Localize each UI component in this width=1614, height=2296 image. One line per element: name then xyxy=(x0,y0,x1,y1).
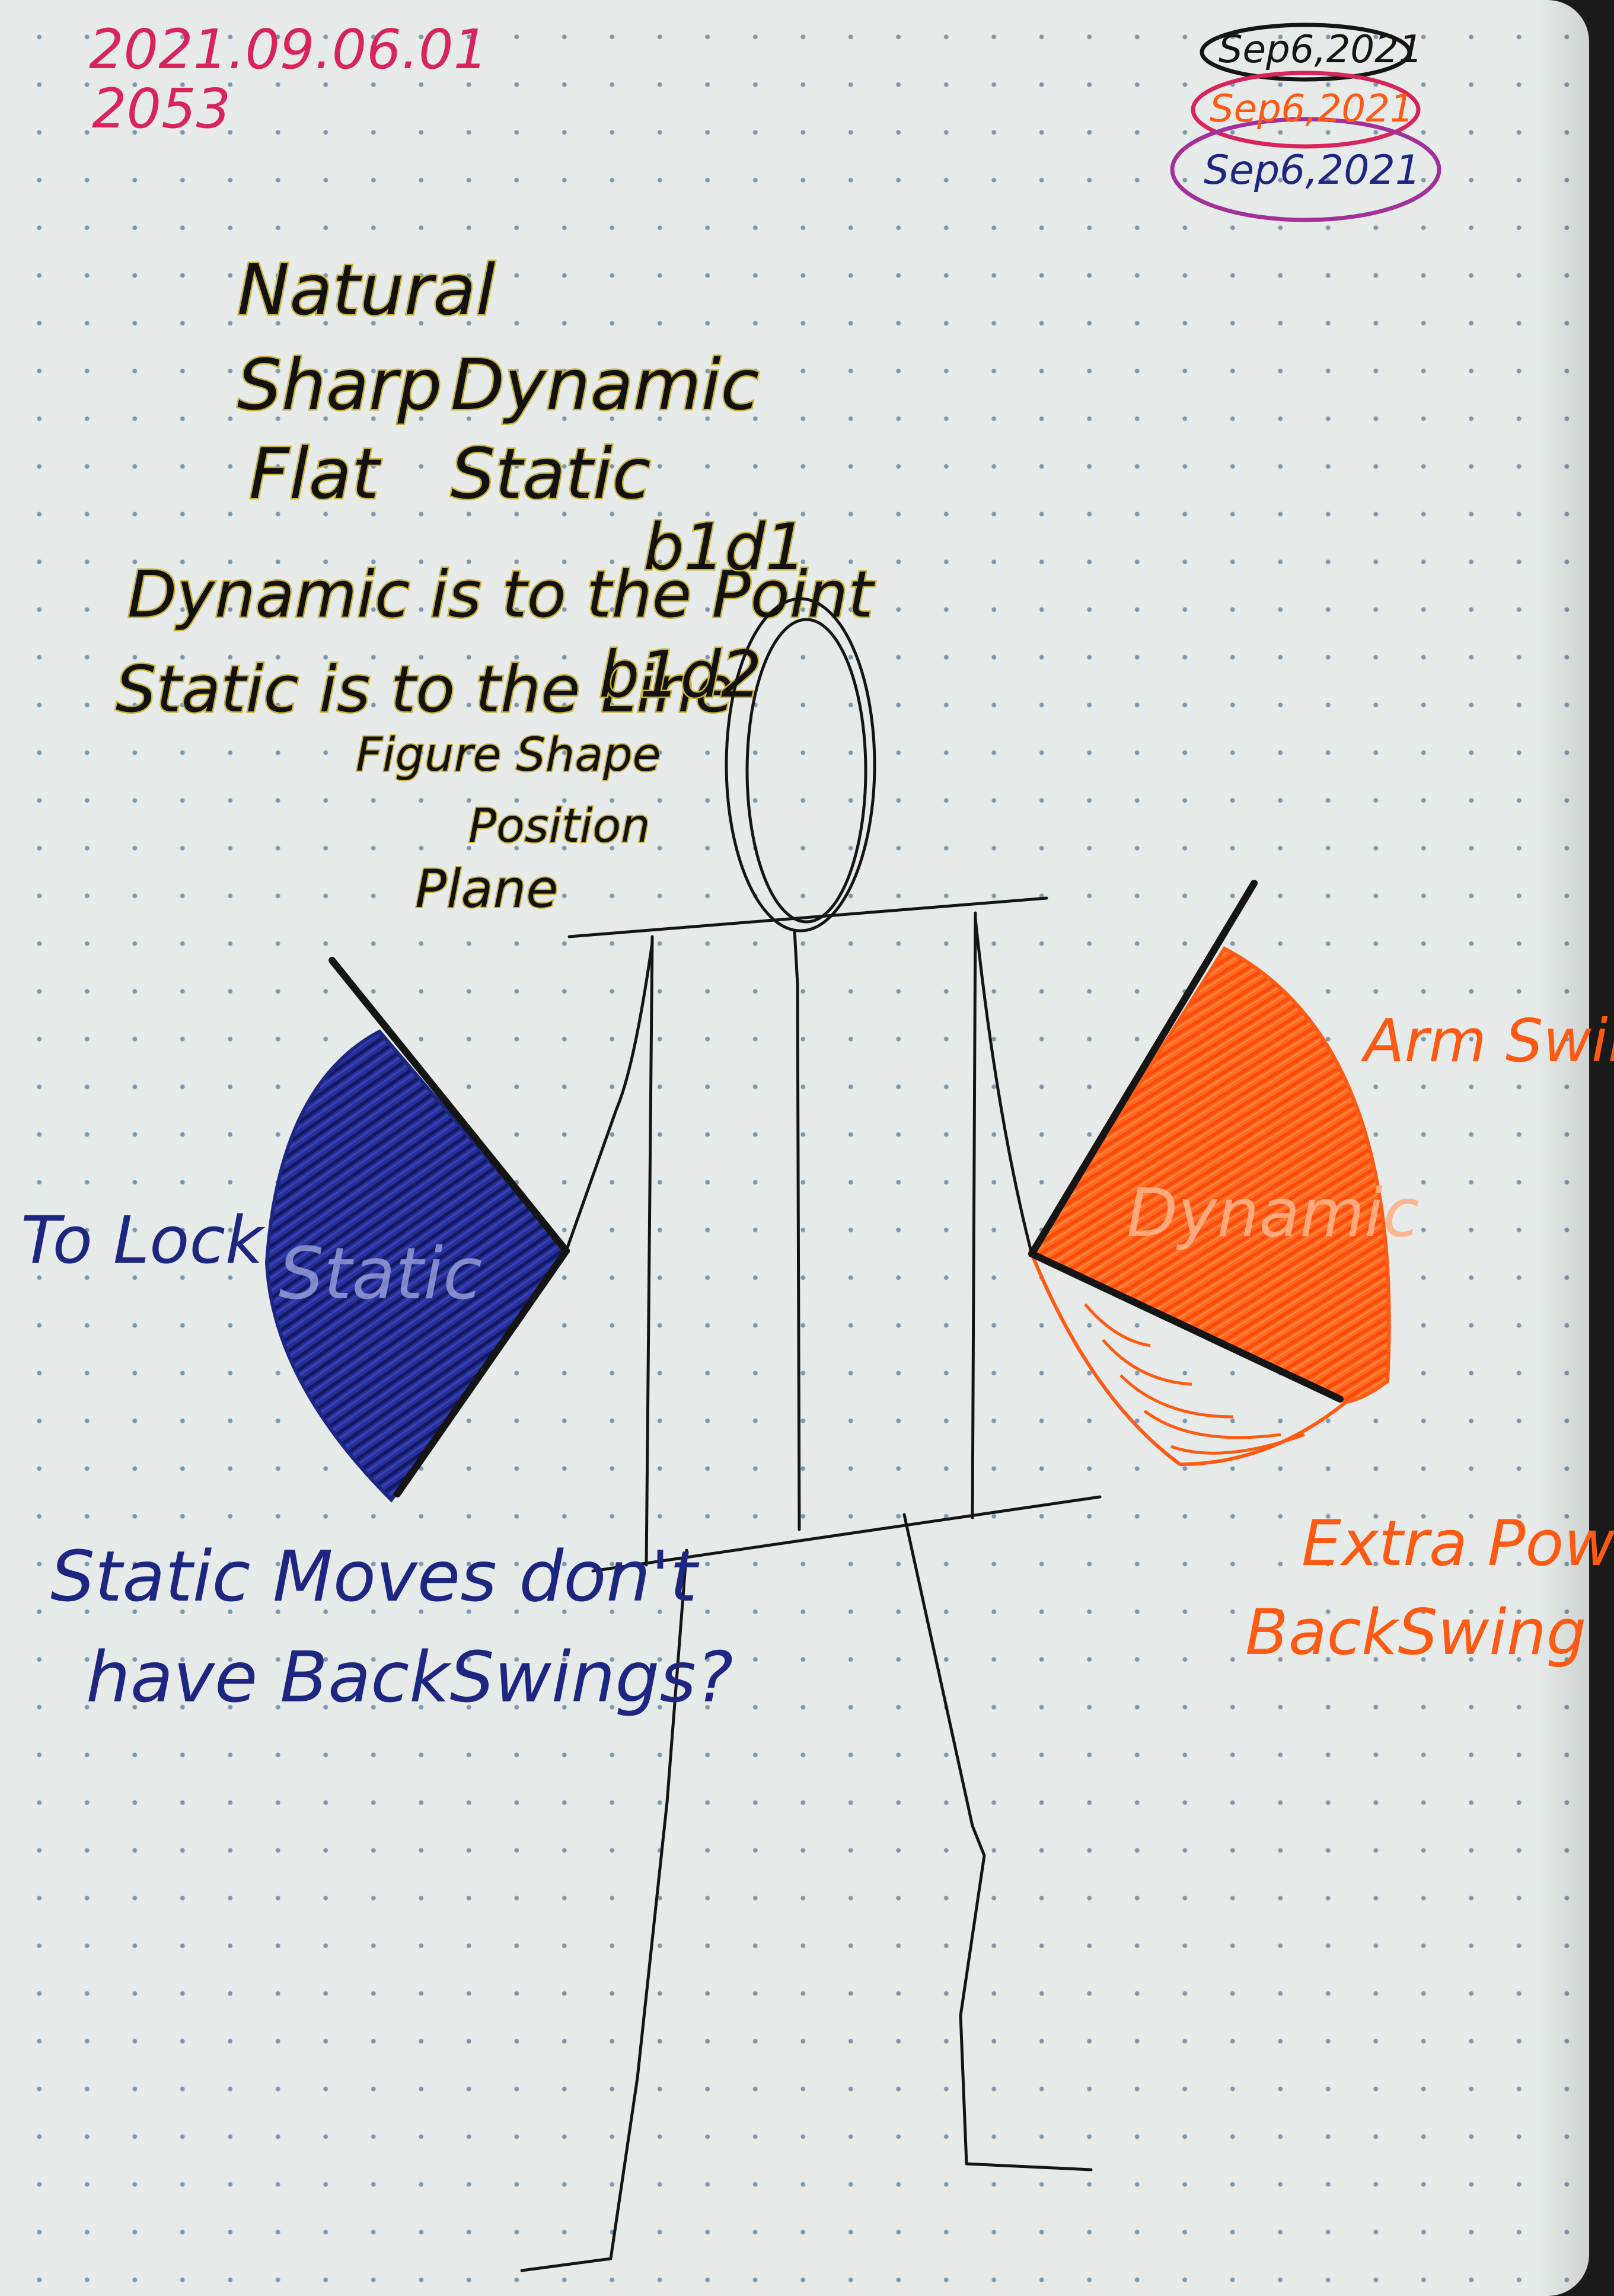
pen-test-orange: Sep6,2021 xyxy=(1210,87,1414,131)
static-question-line-2: have BackSwings? xyxy=(86,1636,733,1718)
backswing-note: BackSwing xyxy=(1245,1596,1586,1669)
figure-left-leg xyxy=(520,1548,688,2272)
figure-left-arm-extension xyxy=(328,957,570,1254)
principle-dynamic-text: Dynamic is to the Point xyxy=(127,558,875,632)
principle-list: Dynamic is to the Point b1d1 Static is t… xyxy=(114,509,877,729)
date-code: 2021.09.06.01 xyxy=(89,18,488,81)
figure-hip-line xyxy=(591,1495,1102,1573)
figure-torso-left xyxy=(645,935,654,1567)
figure-shoulder-line xyxy=(567,896,1048,938)
pen-test-blue: Sep6,2021 xyxy=(1204,147,1421,194)
extra-power-note: Extra Power xyxy=(1302,1507,1614,1580)
figure-head-inner xyxy=(745,618,867,924)
concept-flat: Flat xyxy=(249,433,381,515)
note-position: Position xyxy=(468,800,650,853)
arm-swing-note: Arm Swing xyxy=(1360,1006,1614,1075)
pen-test-oval-pink xyxy=(1191,71,1421,149)
pen-test-oval-purple xyxy=(1170,117,1441,222)
concept-natural: Natural xyxy=(237,249,495,331)
figure-right-leg xyxy=(902,1513,1093,2172)
backswing-arc-region xyxy=(1028,1250,1350,1467)
static-label: Static xyxy=(279,1233,482,1315)
figure-left-arm xyxy=(564,941,654,1253)
pen-test-oval-black xyxy=(1200,23,1412,82)
concept-list: Natural Sharp Dynamic Flat Static xyxy=(236,248,761,516)
note-plane: Plane xyxy=(415,858,558,919)
figure-head xyxy=(725,597,876,933)
concept-sharp: Sharp xyxy=(237,344,442,426)
stick-figure xyxy=(328,597,1344,2272)
figure-left-arm-lower xyxy=(394,1247,570,1497)
figure-right-arm xyxy=(974,917,1034,1256)
page-edge-shadow xyxy=(1536,0,1589,2296)
concept-static: Static xyxy=(451,433,650,515)
static-swing-wedge xyxy=(264,1029,569,1503)
figure-right-arm-lower xyxy=(1028,1250,1344,1403)
figure-torso-right xyxy=(971,911,977,1519)
backswing-arc-lines xyxy=(1084,1303,1305,1455)
principle-static-text: Static is to the Line xyxy=(116,653,734,727)
static-question-line-1: Static Moves don't xyxy=(50,1535,700,1617)
time-code: 2053 xyxy=(92,77,231,140)
pen-test-stack: Sep6,2021 Sep6,2021 Sep6,2021 xyxy=(1170,23,1441,222)
principle-dynamic-code: b1d1 xyxy=(643,510,806,585)
principle-static-code: b1d2 xyxy=(599,638,762,712)
figure-spine xyxy=(793,929,801,1531)
note-figure-shape: Figure Shape xyxy=(356,729,661,782)
concept-dynamic: Dynamic xyxy=(451,344,759,426)
figure-notes: Figure Shape Position Plane xyxy=(355,727,662,921)
dynamic-label: Dynamic xyxy=(1127,1175,1420,1252)
figure-right-arm-extension xyxy=(1028,880,1258,1257)
to-lock-note: To Lock xyxy=(21,1202,266,1278)
dynamic-swing-wedge xyxy=(1029,946,1391,1404)
pen-test-black: Sep6,2021 xyxy=(1219,28,1423,72)
